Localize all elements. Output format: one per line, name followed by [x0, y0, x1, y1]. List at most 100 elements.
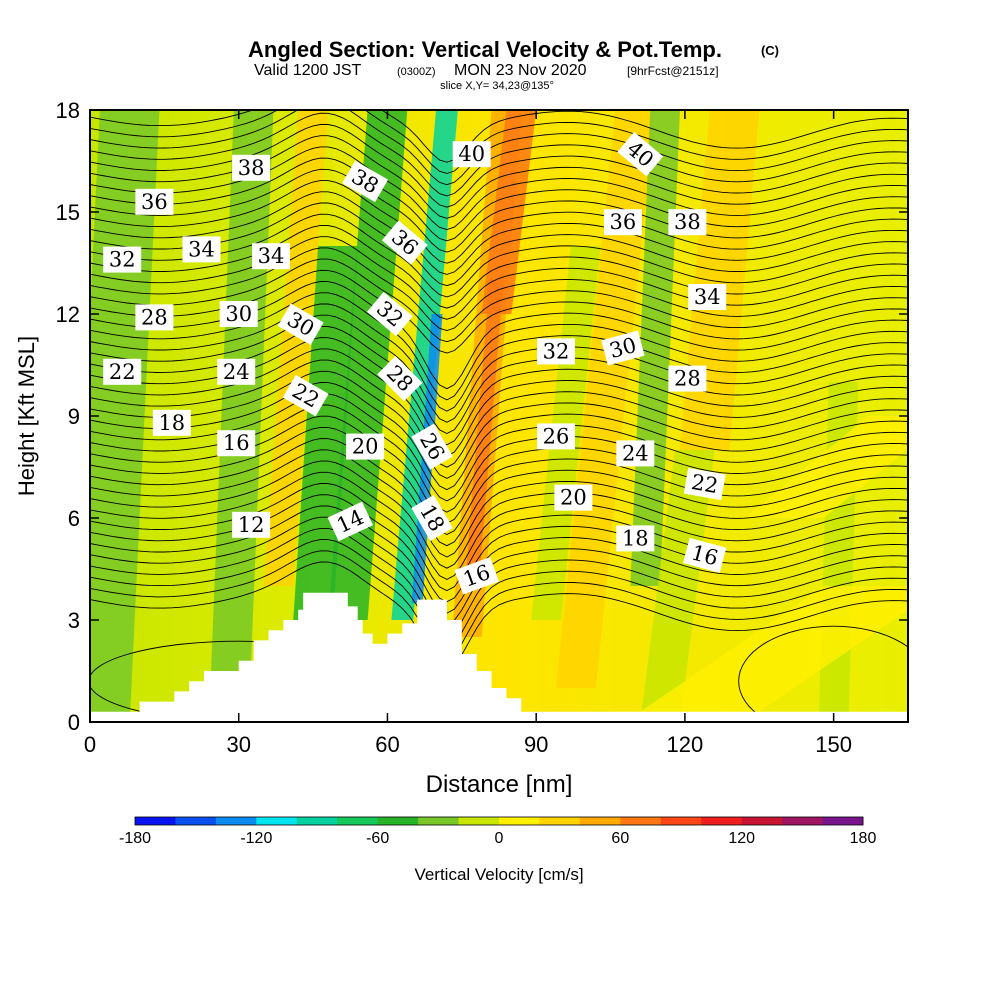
y-axis-label: Height [Kft MSL] — [14, 336, 39, 496]
theta-contour — [90, 236, 908, 320]
y-tick-label: 0 — [68, 710, 80, 735]
contour-label: 26 — [537, 423, 575, 450]
velocity-band — [556, 110, 656, 688]
contour-label-box — [219, 301, 258, 327]
theta-contour — [90, 561, 908, 670]
contour-label-box — [217, 430, 256, 457]
theta-contour — [90, 382, 908, 491]
y-tick-label: 9 — [68, 404, 80, 429]
contour-label: 20 — [346, 433, 385, 460]
subtitle-prefix: Valid 1200 JST — [254, 62, 362, 79]
contour-label-text: 20 — [560, 486, 587, 510]
colorbar-swatch — [215, 817, 257, 825]
contour-label: 28 — [668, 365, 707, 392]
theta-contour — [90, 292, 908, 401]
contour-label-text: 40 — [458, 142, 485, 166]
contour-label-text: 12 — [238, 513, 265, 537]
colorbar-swatch — [620, 817, 662, 825]
contour-label-text: 26 — [543, 424, 570, 448]
theta-contour — [90, 483, 908, 592]
contour-label-box — [277, 303, 324, 345]
contour-label-text: 16 — [223, 431, 250, 455]
colorbar-swatch — [741, 817, 783, 825]
contour-label-box — [327, 501, 374, 542]
contour-label: 20 — [554, 484, 593, 511]
contour-label: 34 — [182, 236, 221, 263]
colorbar-swatch — [296, 817, 338, 825]
colorbar-swatch — [418, 817, 459, 825]
x-tick-label: 90 — [524, 732, 548, 757]
contour-label-box — [103, 246, 142, 273]
colorbar-swatch — [135, 817, 176, 825]
velocity-band — [679, 110, 760, 450]
contour-label: 30 — [219, 301, 258, 327]
theta-contour — [90, 494, 908, 603]
colorbar-tick-label: -120 — [240, 830, 272, 847]
contour-label: 24 — [616, 440, 655, 467]
contour-label-box — [282, 374, 329, 417]
theta-contour — [90, 180, 908, 264]
contour-label-box — [601, 330, 645, 366]
contour-label: 12 — [232, 511, 271, 538]
colorbar-tick-label: -60 — [366, 830, 389, 847]
contour-label: 32 — [103, 246, 142, 273]
theta-contour — [90, 224, 908, 309]
chart-subtitle: Valid 1200 JST (0300Z) MON 23 Nov 2020 [… — [254, 62, 719, 92]
contour-label: 38 — [668, 209, 707, 236]
colorbar-tick-label: 0 — [495, 830, 504, 847]
contour-label-box — [411, 423, 453, 470]
contour-label-text: 34 — [188, 237, 215, 261]
contour-label-text: 20 — [352, 435, 379, 459]
velocity-band — [630, 110, 680, 586]
contour-label-text: 28 — [674, 367, 701, 391]
contour-label-box — [381, 220, 428, 265]
contour-label: 18 — [411, 495, 453, 541]
theta-contour — [90, 314, 908, 423]
colorbar-swatch — [458, 817, 500, 825]
x-axis-label: Distance [nm] — [426, 771, 573, 798]
contour-label-box — [217, 358, 256, 385]
theta-contour — [90, 258, 908, 343]
contour-label-text: 36 — [141, 190, 168, 214]
colorbar-swatch — [579, 817, 621, 825]
contour-label-text: 28 — [141, 305, 168, 329]
contour-label-box — [411, 495, 453, 541]
colorbar-swatch — [499, 817, 540, 825]
theta-contour — [90, 460, 908, 569]
y-tick-label: 18 — [56, 98, 80, 123]
colorbar-swatch — [337, 817, 379, 825]
contour-label: 24 — [217, 358, 256, 385]
colorbar-tick-label: -180 — [119, 830, 151, 847]
plot-area — [90, 110, 908, 722]
theta-contour — [90, 471, 908, 580]
contour-label: 38 — [232, 154, 271, 181]
contour-label-box — [103, 358, 142, 385]
contour-label-box — [616, 440, 655, 467]
theta-contour — [90, 426, 908, 536]
colorbar-tick-label: 120 — [728, 830, 755, 847]
contour-label: 16 — [682, 537, 727, 573]
x-tick-label: 60 — [375, 732, 399, 757]
theta-contour — [90, 370, 908, 479]
contour-label-box — [682, 537, 727, 573]
velocity-band — [293, 246, 358, 620]
contour-label-box — [135, 188, 174, 215]
theta-contour — [90, 110, 908, 186]
x-axis: 0 30 60 90 120 150 — [84, 110, 852, 757]
colorbar-swatch — [539, 817, 581, 825]
contour-label-text: 32 — [543, 339, 570, 363]
contour-label-text: 18 — [158, 411, 185, 435]
theta-contour — [90, 124, 908, 208]
contour-label-box — [688, 284, 727, 310]
title-text: Angled Section: Vertical Velocity & Pot.… — [248, 37, 722, 62]
contour-label-box — [554, 484, 593, 511]
contour-label-box — [152, 409, 191, 436]
contour-label-box — [252, 243, 290, 270]
y-tick-label: 12 — [56, 302, 80, 327]
contour-label-box — [603, 209, 642, 236]
contour-label-box — [182, 236, 221, 263]
contour-label-text: 34 — [258, 244, 285, 268]
theta-contour — [90, 505, 908, 614]
theta-contour — [90, 449, 908, 558]
